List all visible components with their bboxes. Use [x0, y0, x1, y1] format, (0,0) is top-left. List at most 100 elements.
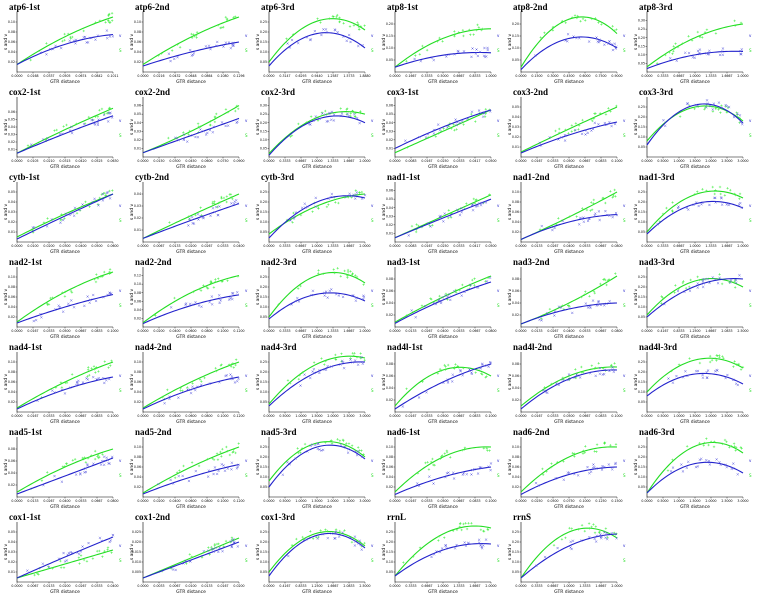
- legend-s: S: [119, 558, 122, 563]
- x-axis-label: GTR distance: [176, 249, 206, 255]
- s-data-point: [225, 445, 228, 449]
- v-data-point: [602, 372, 606, 376]
- s-data-point: [94, 21, 97, 24]
- v-data-point: [483, 46, 486, 50]
- v-data-point: [738, 274, 741, 277]
- v-fit-curve: [16, 193, 114, 240]
- y-axis-label: s and v: [507, 34, 513, 51]
- v-data-point: [336, 30, 339, 34]
- x-tick-label: 0.0000: [263, 329, 274, 333]
- y-tick-label: 0.05: [8, 190, 15, 194]
- x-tick-label: 0.0216: [153, 74, 164, 78]
- y-tick-label: 0.30: [638, 19, 645, 23]
- s-data-point: [436, 40, 439, 43]
- v-data-point: [356, 450, 360, 453]
- x-tick-label: 0.0067: [169, 584, 180, 588]
- legend-s: S: [371, 388, 374, 393]
- s-fit-curve: [268, 18, 366, 63]
- v-fit-curve: [16, 115, 114, 154]
- y-axis-label: s and v: [381, 34, 387, 51]
- s-data-point: [713, 440, 716, 443]
- v-data-point: [600, 468, 604, 471]
- s-data-point: [106, 19, 110, 22]
- v-data-point: [63, 392, 67, 395]
- v-data-point: [595, 304, 599, 307]
- s-data-point: [234, 358, 238, 361]
- v-data-point: [297, 300, 301, 303]
- y-tick-label: 0.15: [260, 40, 267, 44]
- s-data-point: [319, 529, 322, 532]
- v-data-point: [202, 216, 205, 220]
- s-data-point: [698, 278, 701, 282]
- x-tick-label: 1.6667: [721, 74, 732, 78]
- v-data-point: [605, 213, 609, 217]
- s-data-point: [441, 40, 444, 43]
- v-data-point: [724, 103, 727, 107]
- s-data-point: [109, 364, 112, 367]
- x-tick-label: 0.3333: [531, 584, 542, 588]
- v-data-point: [323, 291, 326, 295]
- v-data-point: [355, 191, 359, 194]
- s-data-point: [277, 303, 280, 306]
- x-tick-label: 0.0200: [233, 584, 244, 588]
- v-data-point: [360, 548, 363, 551]
- legend-v: v: [245, 373, 248, 378]
- v-data-point: [108, 35, 112, 38]
- s-data-point: [443, 363, 446, 367]
- x-tick-label: 0.0000: [137, 499, 148, 503]
- s-fit-curve: [646, 441, 744, 494]
- x-tick-label: 0.6667: [295, 244, 306, 248]
- s-data-point: [325, 205, 329, 209]
- y-axis-label: s and v: [129, 459, 135, 476]
- v-data-point: [53, 474, 56, 478]
- s-data-point: [405, 59, 408, 63]
- v-data-point: [612, 370, 616, 374]
- s-data-point: [355, 355, 359, 359]
- v-data-point: [86, 378, 90, 381]
- v-data-point: [227, 41, 231, 44]
- v-data-point: [438, 128, 442, 132]
- v-data-point: [725, 465, 729, 469]
- s-data-point: [405, 314, 408, 317]
- s-data-point: [195, 31, 199, 34]
- v-data-point: [463, 290, 467, 294]
- s-data-point: [296, 447, 299, 450]
- y-tick-label: 0.25: [638, 27, 645, 31]
- v-data-point: [303, 202, 307, 205]
- s-data-point: [37, 573, 40, 576]
- s-data-point: [609, 364, 613, 367]
- s-data-point: [444, 292, 448, 296]
- v-data-point: [485, 55, 488, 58]
- s-data-point: [437, 539, 440, 542]
- s-data-point: [676, 45, 680, 49]
- panel-title: nad1-1st: [387, 172, 420, 182]
- x-tick-label: 0.5000: [279, 414, 290, 418]
- v-data-point: [210, 303, 214, 306]
- s-data-point: [593, 112, 596, 115]
- s-data-point: [488, 193, 491, 196]
- v-data-point: [236, 465, 240, 469]
- y-tick-label: 0.10: [8, 20, 15, 24]
- s-data-point: [693, 192, 697, 196]
- s-data-point: [182, 131, 185, 134]
- v-data-point: [337, 294, 341, 297]
- s-data-point: [733, 24, 737, 27]
- s-data-point: [202, 284, 205, 287]
- s-data-point: [203, 376, 206, 380]
- x-tick-label: 0.1500: [531, 74, 542, 78]
- v-data-point: [75, 380, 79, 384]
- v-data-point: [202, 549, 206, 553]
- x-tick-label: 0.0600: [185, 329, 196, 333]
- y-tick-label: 0.03: [8, 133, 15, 137]
- v-data-point: [460, 119, 464, 123]
- x-tick-label: 0.0450: [185, 159, 196, 163]
- s-data-point: [96, 455, 99, 458]
- s-data-point: [98, 549, 101, 553]
- x-tick-label: 0.0667: [91, 499, 102, 503]
- v-data-point: [217, 550, 220, 554]
- legend-v: v: [749, 203, 752, 208]
- x-tick-label: 0.0667: [579, 159, 590, 163]
- y-axis-label: s and v: [633, 204, 639, 221]
- y-tick-label: 0.20: [638, 285, 645, 289]
- s-data-point: [436, 372, 440, 375]
